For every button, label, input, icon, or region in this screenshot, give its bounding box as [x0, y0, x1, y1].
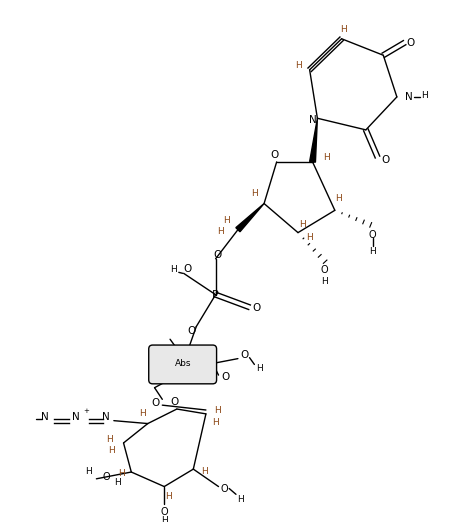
Text: H: H: [109, 446, 115, 455]
Text: H: H: [340, 25, 347, 33]
Text: H: H: [202, 467, 208, 476]
Text: P: P: [212, 290, 219, 300]
Text: H: H: [256, 364, 263, 373]
Text: N: N: [309, 115, 316, 125]
Text: H: H: [335, 194, 342, 203]
Polygon shape: [310, 118, 317, 162]
Text: O: O: [369, 230, 376, 240]
Text: N: N: [405, 92, 412, 102]
Text: H: H: [421, 91, 427, 100]
Text: H: H: [171, 265, 177, 274]
Text: O: O: [213, 250, 222, 260]
Text: H: H: [323, 152, 329, 161]
Text: +: +: [84, 408, 90, 414]
Text: H: H: [217, 227, 224, 236]
Text: O: O: [151, 398, 160, 408]
Text: H: H: [369, 246, 376, 256]
Text: N: N: [41, 412, 49, 422]
Text: H: H: [161, 516, 168, 522]
Text: O: O: [160, 507, 168, 517]
Text: O: O: [381, 155, 389, 165]
Text: O: O: [183, 265, 192, 275]
Text: H: H: [165, 492, 172, 501]
Text: H: H: [295, 62, 301, 70]
Text: H: H: [251, 189, 258, 198]
Text: H: H: [214, 407, 221, 416]
Text: H: H: [114, 478, 121, 487]
Text: H: H: [223, 216, 230, 224]
Text: H: H: [237, 495, 244, 504]
Text: H: H: [140, 409, 146, 418]
Text: O: O: [406, 38, 415, 48]
Text: N: N: [102, 412, 110, 422]
Text: H: H: [85, 467, 92, 476]
Text: O: O: [220, 483, 228, 493]
Text: H: H: [321, 277, 328, 286]
Text: H: H: [306, 233, 313, 242]
Text: O: O: [321, 265, 328, 276]
Text: Abs: Abs: [175, 360, 191, 369]
Text: O: O: [252, 303, 260, 313]
Text: O: O: [221, 372, 229, 382]
Text: H: H: [107, 435, 113, 444]
Text: H: H: [212, 418, 219, 427]
FancyBboxPatch shape: [149, 345, 217, 384]
Text: O: O: [187, 326, 196, 337]
Text: N: N: [72, 412, 80, 422]
Text: O: O: [271, 150, 279, 160]
Text: H: H: [299, 220, 306, 229]
Polygon shape: [236, 204, 264, 232]
Text: O: O: [171, 397, 179, 407]
Text: H: H: [118, 469, 125, 479]
Text: O: O: [102, 472, 110, 482]
Text: O: O: [241, 350, 249, 360]
